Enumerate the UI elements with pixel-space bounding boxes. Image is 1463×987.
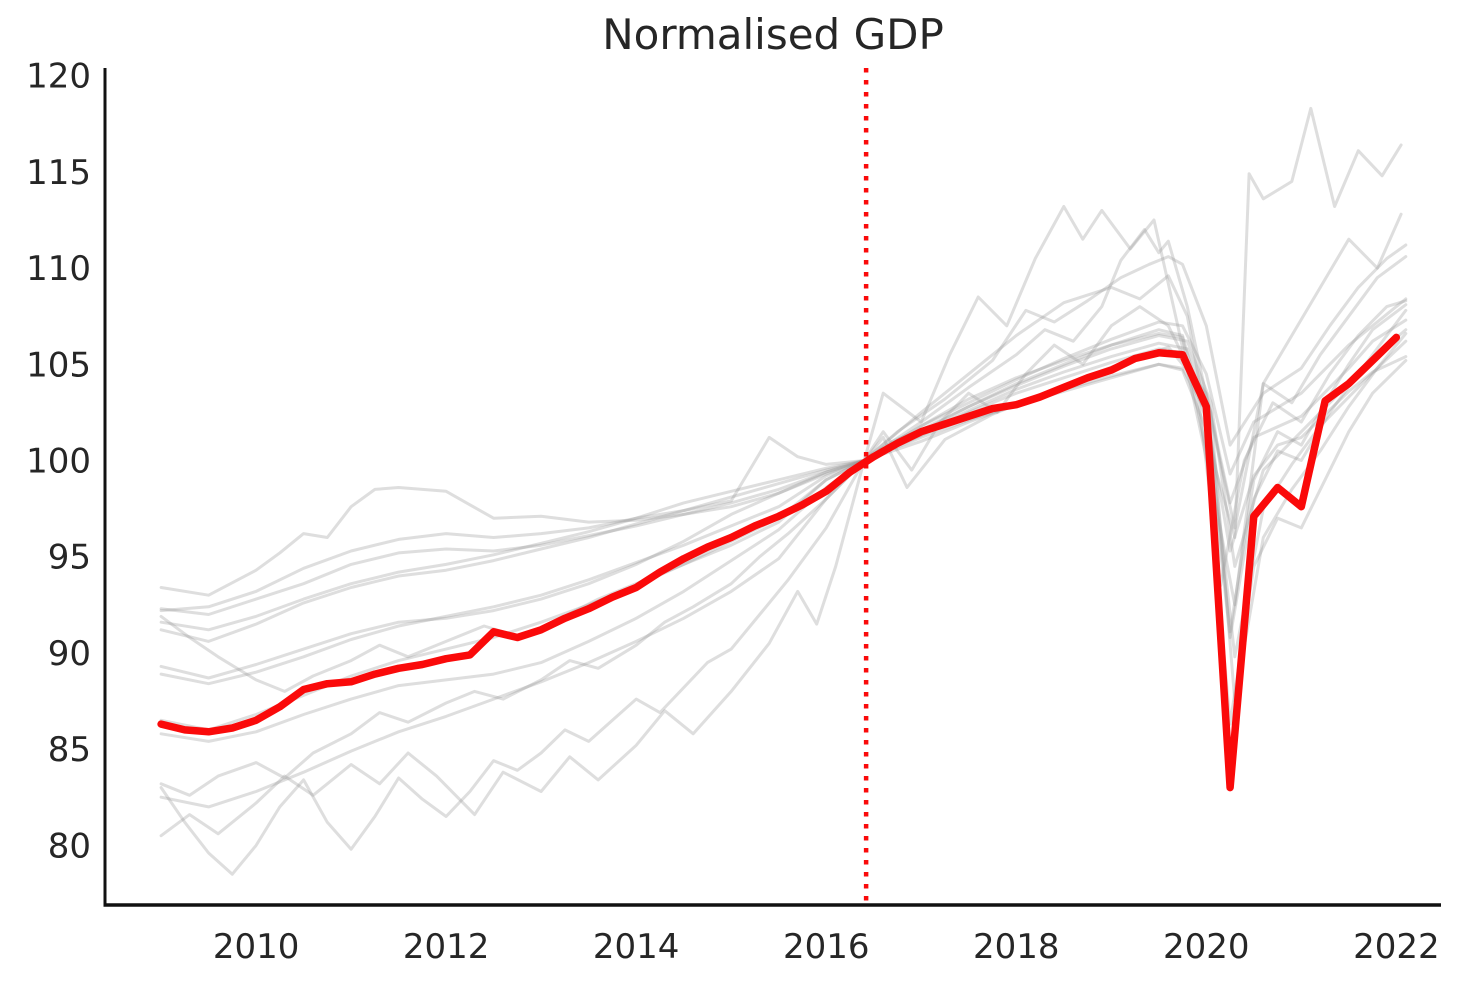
background-gdp-line-series-1 xyxy=(159,355,1408,597)
x-tick-label-2012: 2012 xyxy=(403,927,490,967)
x-tick-label-2016: 2016 xyxy=(783,927,870,967)
background-gdp-line-series-11 xyxy=(159,205,1403,838)
y-tick-label-105: 105 xyxy=(26,345,91,385)
background-gdp-line-series-9 xyxy=(159,308,1408,797)
y-tick-label-120: 120 xyxy=(26,57,91,97)
y-tick-label-115: 115 xyxy=(26,153,91,193)
background-gdp-line-series-6 xyxy=(159,106,1403,680)
background-gdp-line-series-5 xyxy=(159,228,1408,643)
y-tick-label-100: 100 xyxy=(26,442,91,482)
y-tick-label-80: 80 xyxy=(48,826,91,866)
y-tick-label-90: 90 xyxy=(48,634,91,674)
chart-title: Normalised GDP xyxy=(602,10,944,59)
background-gdp-line-series-3 xyxy=(159,297,1408,613)
highlighted-gdp-line xyxy=(157,333,1401,792)
x-tick-label-2020: 2020 xyxy=(1163,927,1250,967)
x-tick-label-2018: 2018 xyxy=(973,927,1060,967)
y-tick-label-95: 95 xyxy=(48,538,91,578)
background-gdp-line-series-4 xyxy=(159,243,1408,632)
x-tick-label-2010: 2010 xyxy=(213,927,300,967)
y-tick-label-85: 85 xyxy=(48,730,91,770)
y-tick-label-110: 110 xyxy=(26,249,91,289)
x-tick-label-2014: 2014 xyxy=(593,927,680,967)
x-tick-label-2022: 2022 xyxy=(1353,927,1440,967)
